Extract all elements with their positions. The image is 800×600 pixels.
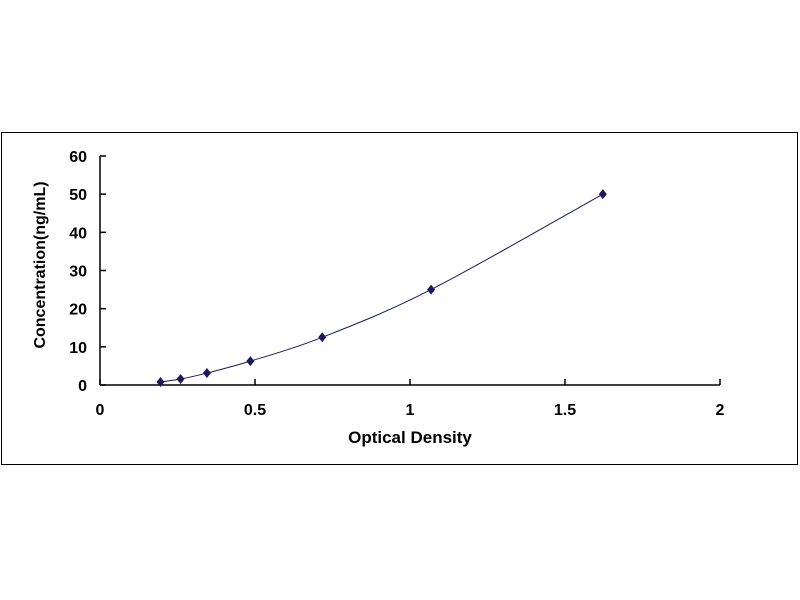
data-point [598, 189, 607, 200]
data-point [202, 368, 211, 379]
chart-frame [1, 132, 798, 465]
axes [99, 156, 720, 386]
x-tick-label: 1.5 [554, 402, 576, 419]
data-point [176, 374, 185, 385]
y-tick-label: 20 [69, 302, 87, 319]
data-point [156, 377, 165, 388]
x-tick-label: 1 [406, 402, 415, 419]
x-tick-label: 0 [96, 402, 105, 419]
fitted-curve [160, 193, 604, 383]
y-axis-label: Concentration(ng/mL) [32, 181, 49, 348]
y-tick-label: 0 [78, 378, 87, 395]
y-tick-label: 10 [69, 340, 87, 357]
x-axis-label: Optical Density [348, 428, 472, 447]
data-point [318, 332, 327, 343]
y-tick-label: 30 [69, 264, 87, 281]
data-point [246, 356, 255, 367]
y-tick-label: 40 [69, 225, 87, 242]
x-tick-label: 0.5 [244, 402, 266, 419]
x-tick-label: 2 [716, 402, 725, 419]
y-tick-label: 60 [69, 149, 87, 166]
data-point [427, 284, 436, 295]
y-tick-label: 50 [69, 187, 87, 204]
